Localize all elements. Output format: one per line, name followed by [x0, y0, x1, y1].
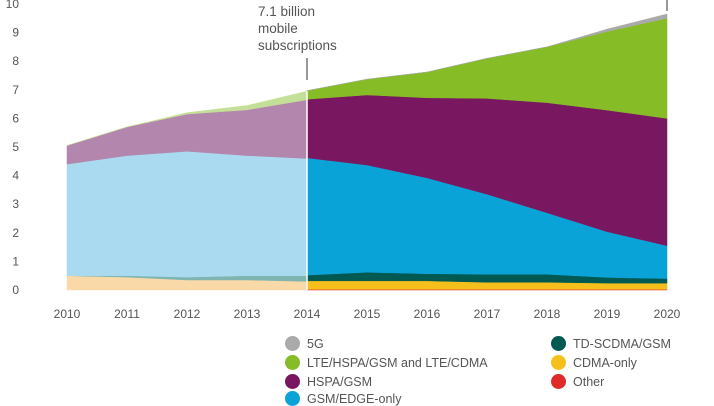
- y-tick-label: 8: [12, 54, 19, 68]
- x-tick-label: 2012: [174, 307, 201, 321]
- x-tick-label: 2018: [534, 307, 561, 321]
- y-tick-label: 6: [12, 111, 19, 125]
- area-layers: [66, 13, 668, 291]
- annotation-line-3: subscriptions: [258, 38, 337, 53]
- y-axis-ticks: 0 1 2 3 4 5 6 7 8 9 10: [6, 0, 20, 297]
- annotation-line-2: mobile: [258, 21, 298, 36]
- y-tick-label: 1: [12, 254, 19, 268]
- y-tick-label: 0: [12, 283, 19, 297]
- historic-area-gsm-edge-only: [66, 151, 308, 278]
- y-tick-label: 10: [6, 0, 20, 11]
- x-tick-label: 2015: [354, 307, 381, 321]
- x-tick-label: 2010: [54, 307, 81, 321]
- annotation-line-1: 7.1 billion: [258, 4, 315, 19]
- x-tick-label: 2020: [654, 307, 681, 321]
- subscriptions-annotation: 7.1 billion mobile subscriptions: [258, 4, 337, 53]
- x-tick-label: 2019: [594, 307, 621, 321]
- y-tick-label: 3: [12, 197, 19, 211]
- y-tick-label: 9: [12, 26, 19, 40]
- y-tick-label: 4: [12, 169, 19, 183]
- x-tick-label: 2013: [234, 307, 261, 321]
- x-tick-label: 2016: [414, 307, 441, 321]
- x-tick-label: 2014: [294, 307, 321, 321]
- x-tick-label: 2017: [474, 307, 501, 321]
- x-axis-ticks: 2010 2011 2012 2013 2014 2015 2016 2017 2018 2019…: [54, 307, 681, 321]
- y-tick-label: 7: [12, 83, 19, 97]
- y-tick-label: 2: [12, 226, 19, 240]
- forecast-area-5g: [306, 13, 668, 91]
- y-tick-label: 5: [12, 140, 19, 154]
- x-tick-label: 2011: [114, 307, 140, 321]
